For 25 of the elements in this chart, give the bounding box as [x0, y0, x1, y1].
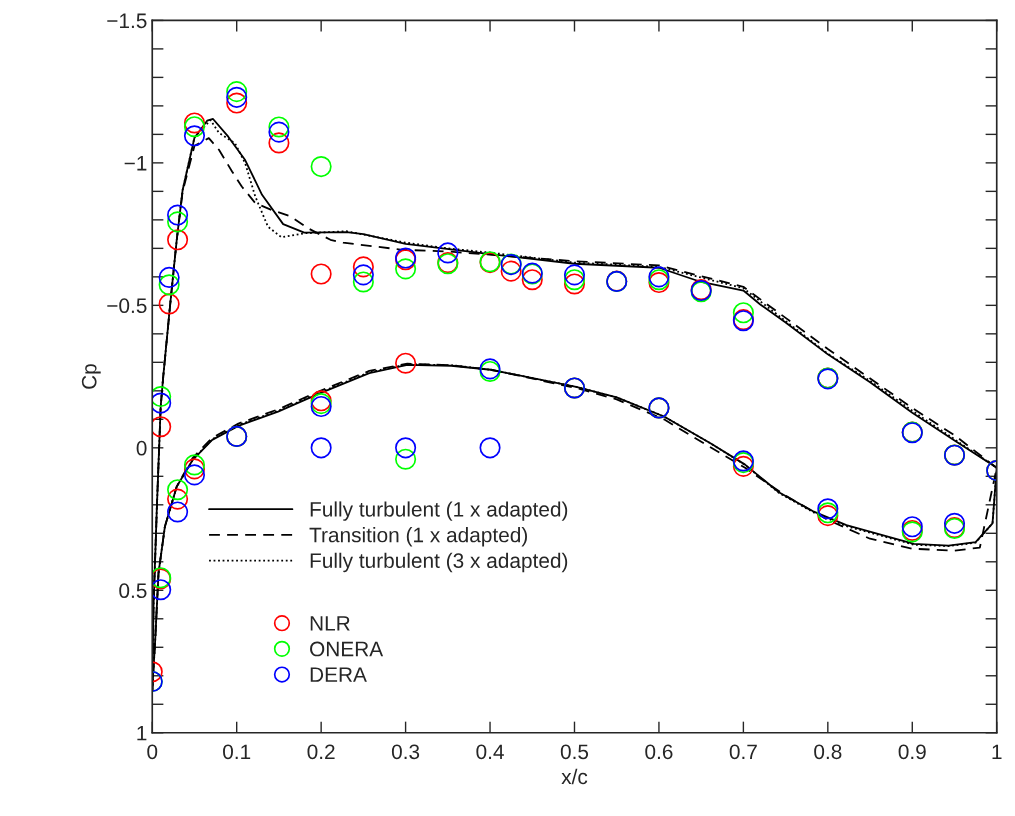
x-tick-label: 0.8 [814, 744, 842, 760]
x-tick-label: 0.1 [223, 744, 251, 760]
y-axis-title: Cp [81, 364, 101, 389]
legend-label: NLR [310, 616, 350, 631]
x-tick-label: 0.5 [560, 744, 589, 760]
x-tick-label: 0.3 [391, 744, 420, 760]
legend-label: Fully turbulent (1 x adapted) [310, 501, 568, 521]
y-tick-label: 1 [137, 725, 147, 741]
x-tick-label: 0.7 [729, 744, 757, 760]
x-axis-title: x/c [561, 768, 588, 785]
x-tick-label: 0.6 [645, 744, 673, 760]
y-tick-label: 0.5 [119, 583, 147, 599]
legend-label: ONERA [310, 641, 384, 657]
x-tick-label: 0 [147, 744, 158, 760]
y-tick-label: 0 [136, 440, 147, 456]
y-tick-label: −1.5 [107, 13, 147, 29]
x-tick-label: 1 [992, 744, 1002, 759]
y-tick-label: −0.5 [107, 298, 147, 314]
x-tick-label: 0.2 [307, 744, 335, 760]
legend-label: Transition (1 x adapted) [309, 527, 527, 547]
legend-label: Fully turbulent (3 x adapted) [310, 552, 568, 573]
x-tick-label: 0.4 [476, 744, 504, 760]
legend-label: DERA [310, 667, 367, 682]
x-tick-label: 0.9 [898, 744, 926, 760]
y-tick-label: −1 [124, 156, 147, 171]
